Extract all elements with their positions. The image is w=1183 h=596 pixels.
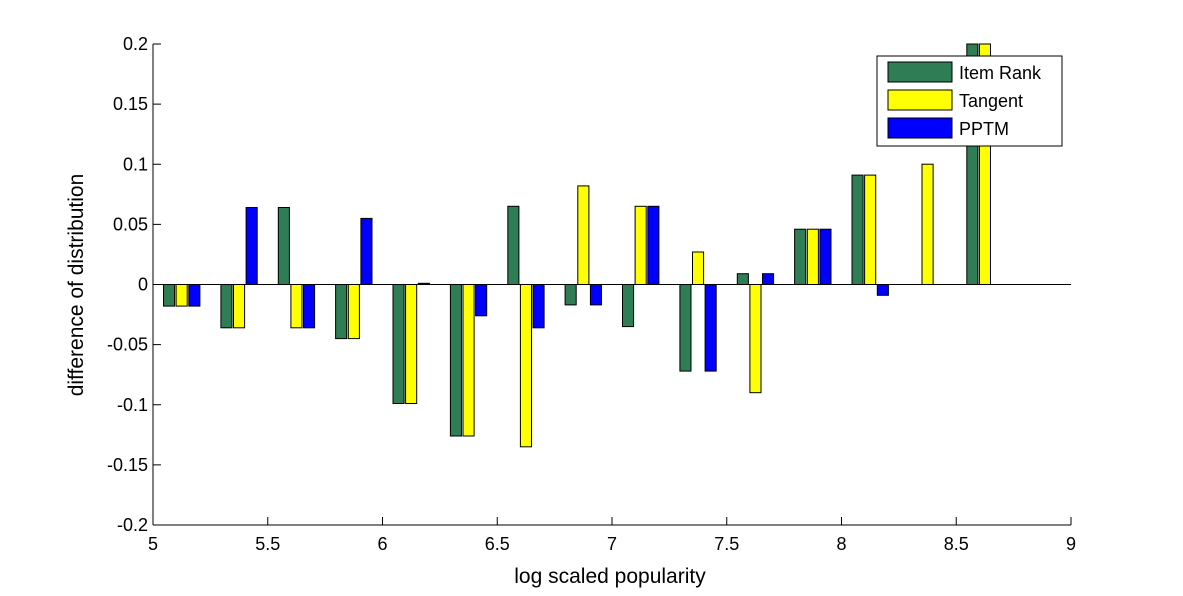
- bar-tangent-6: [519, 284, 533, 448]
- bar-tangent-0: [175, 284, 188, 307]
- bar-item-rank-11: [794, 228, 807, 285]
- x-tick-label: 7.5: [714, 534, 739, 554]
- bar-item-rank-5: [449, 284, 462, 437]
- y-tick-label: -0.15: [107, 455, 148, 475]
- legend-label-tangent: Tangent: [959, 91, 1023, 111]
- bar-tangent-7: [577, 185, 590, 285]
- y-tick-label: 0.1: [123, 154, 148, 174]
- bar-pptm-0: [188, 284, 201, 307]
- bar-item-rank-0: [163, 284, 176, 307]
- bar-item-rank-3: [335, 284, 348, 340]
- bar-item-rank-1: [220, 284, 233, 329]
- bar-pptm-12: [876, 284, 889, 296]
- bar-tangent-5: [462, 284, 475, 437]
- bar-item-rank-12: [851, 174, 864, 286]
- legend-swatch-item-rank: [887, 61, 953, 83]
- bar-pptm-6: [532, 284, 545, 329]
- bar-item-rank-9: [679, 284, 692, 372]
- y-tick-label: 0.05: [113, 214, 148, 234]
- bar-tangent-8: [634, 205, 647, 285]
- bar-tangent-13: [921, 163, 934, 285]
- x-tick-label: 5.5: [255, 534, 280, 554]
- bar-pptm-7: [589, 284, 603, 306]
- bar-tangent-11: [806, 228, 819, 285]
- legend-label-item-rank: Item Rank: [959, 63, 1042, 83]
- x-axis-title: log scaled popularity: [514, 565, 706, 588]
- y-tick-label: 0: [138, 275, 148, 295]
- bar-pptm-1: [245, 207, 258, 285]
- y-tick-label: 0.2: [123, 34, 148, 54]
- bars-layer: [163, 43, 992, 448]
- bar-pptm-11: [819, 228, 832, 285]
- x-tick-label: 6.5: [485, 534, 510, 554]
- bar-tangent-4: [405, 284, 418, 404]
- legend-swatch-tangent: [887, 89, 953, 111]
- x-tick-label: 8: [836, 534, 846, 554]
- bar-item-rank-2: [277, 207, 290, 285]
- bar-tangent-12: [864, 174, 877, 286]
- bar-pptm-10: [762, 273, 775, 286]
- y-axis-title: difference of distribution: [65, 174, 88, 397]
- bar-tangent-10: [749, 284, 762, 394]
- ticks-layer: 5 5.5 6 6.5 7 7.5 8 8.5 9 -0.2 -0.15 -0.1 -0.05 0 0.05…: [107, 34, 1076, 554]
- legend: Item Rank Tangent PPTM: [876, 55, 1063, 147]
- bar-pptm-3: [360, 217, 373, 285]
- x-tick-label: 9: [1066, 534, 1076, 554]
- y-tick-label: -0.05: [107, 335, 148, 355]
- y-tick-label: -0.1: [117, 395, 148, 415]
- bar-tangent-1: [233, 284, 246, 329]
- x-tick-label: 8.5: [944, 534, 969, 554]
- x-tick-label: 7: [607, 534, 617, 554]
- x-tick-label: 5: [148, 534, 158, 554]
- legend-label-pptm: PPTM: [959, 119, 1009, 139]
- y-tick-label: 0.15: [113, 94, 148, 114]
- bar-pptm-9: [704, 284, 717, 372]
- bar-tangent-3: [347, 284, 360, 340]
- bar-tangent-2: [290, 284, 303, 329]
- x-tick-label: 6: [377, 534, 387, 554]
- bar-item-rank-4: [392, 284, 405, 404]
- y-tick-label: -0.2: [117, 515, 148, 535]
- bar-item-rank-7: [564, 284, 577, 306]
- bar-tangent-9: [692, 251, 705, 285]
- legend-swatch-pptm: [887, 117, 953, 139]
- bar-pptm-8: [647, 205, 660, 285]
- bar-item-rank-6: [507, 205, 520, 285]
- bar-item-rank-8: [622, 284, 635, 328]
- bar-item-rank-10: [736, 273, 749, 286]
- bar-pptm-2: [303, 284, 316, 329]
- bar-pptm-5: [475, 284, 488, 317]
